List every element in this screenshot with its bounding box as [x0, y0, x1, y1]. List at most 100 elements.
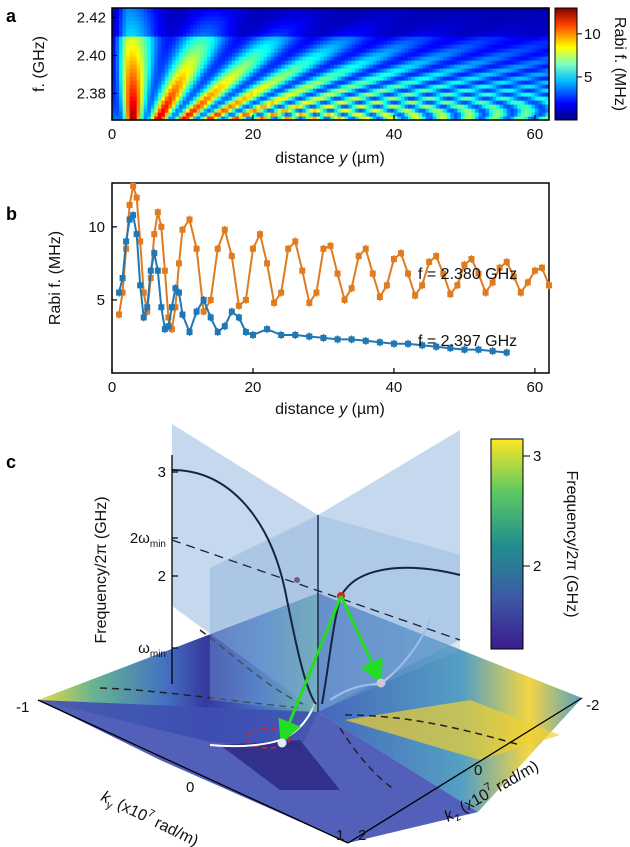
- heatmap-cell: [200, 16, 205, 21]
- heatmap-cell: [337, 28, 342, 33]
- heatmap-cell: [337, 12, 342, 17]
- heatmap-cell: [471, 72, 476, 77]
- heatmap-cell: [457, 24, 462, 29]
- heatmap-cell: [157, 84, 162, 89]
- heatmap-cell: [439, 8, 444, 13]
- heatmap-cell: [365, 20, 370, 25]
- heatmap-cell: [436, 60, 441, 65]
- heatmap-cell: [228, 56, 233, 61]
- heatmap-cell: [203, 80, 208, 85]
- heatmap-cell: [524, 108, 529, 113]
- heatmap-cell: [397, 92, 402, 97]
- heatmap-cell: [460, 84, 466, 89]
- heatmap-cell: [171, 72, 177, 77]
- heatmap-cell: [143, 52, 148, 57]
- heatmap-cell: [224, 44, 229, 49]
- heatmap-cell: [485, 36, 490, 41]
- heatmap-cell: [171, 48, 177, 53]
- heatmap-cell: [541, 40, 547, 45]
- heatmap-cell: [372, 36, 377, 41]
- heatmap-cell: [397, 116, 402, 121]
- heatmap-cell: [189, 52, 194, 57]
- series-point: [221, 226, 228, 233]
- heatmap-cell: [386, 8, 392, 13]
- heatmap-cell: [267, 56, 272, 61]
- heatmap-cell: [122, 48, 127, 53]
- heatmap-cell: [319, 44, 325, 49]
- heatmap-cell: [344, 36, 349, 41]
- heatmap-cell: [443, 116, 448, 121]
- heatmap-cell: [214, 24, 219, 29]
- heatmap-cell: [281, 112, 286, 117]
- heatmap-cell: [510, 116, 515, 121]
- heatmap-cell: [467, 32, 473, 37]
- heatmap-cell: [538, 52, 543, 57]
- heatmap-cell: [330, 16, 335, 21]
- heatmap-cell: [429, 80, 434, 85]
- heatmap-cell: [221, 116, 226, 121]
- heatmap-cell: [288, 68, 293, 73]
- heatmap-cell: [270, 36, 275, 41]
- heatmap-cell: [439, 112, 444, 117]
- heatmap-cell: [478, 60, 483, 65]
- heatmap-cell: [115, 72, 120, 77]
- heatmap-cell: [175, 8, 180, 13]
- heatmap-cell: [429, 40, 434, 45]
- heatmap-cell: [429, 60, 434, 65]
- heatmap-cell: [513, 8, 518, 13]
- heatmap-cell: [471, 44, 476, 49]
- heatmap-cell: [474, 56, 480, 61]
- heatmap-cell: [178, 108, 184, 113]
- heatmap-cell: [305, 76, 310, 81]
- heatmap-cell: [415, 80, 420, 85]
- heatmap-cell: [157, 8, 162, 13]
- heatmap-cell: [193, 12, 198, 17]
- heatmap-cell: [193, 88, 198, 93]
- heatmap-cell: [133, 96, 138, 101]
- heatmap-cell: [260, 20, 265, 25]
- heatmap-cell: [217, 52, 222, 57]
- heatmap-cell: [496, 40, 501, 45]
- heatmap-cell: [524, 112, 529, 117]
- heatmap-cell: [393, 112, 399, 117]
- heatmap-cell: [471, 84, 476, 89]
- heatmap-cell: [467, 92, 473, 97]
- heatmap-cell: [196, 44, 201, 49]
- heatmap-cell: [136, 24, 141, 29]
- heatmap-cell: [249, 8, 254, 13]
- heatmap-cell: [538, 36, 543, 41]
- heatmap-cell: [143, 84, 148, 89]
- heatmap-cell: [231, 16, 236, 21]
- heatmap-cell: [193, 92, 198, 97]
- heatmap-cell: [210, 104, 215, 109]
- heatmap-cell: [319, 100, 325, 105]
- heatmap-cell: [527, 60, 532, 65]
- heatmap-cell: [478, 44, 483, 49]
- line-y-tick-label: 5: [97, 292, 105, 309]
- heatmap-cell: [186, 92, 191, 97]
- heatmap-cell: [178, 12, 184, 17]
- heatmap-cell: [119, 40, 124, 45]
- heatmap-cell: [344, 96, 349, 101]
- heatmap-cell: [221, 96, 226, 101]
- heatmap-cell: [450, 44, 455, 49]
- heatmap-cell: [527, 80, 532, 85]
- heatmap-cell: [129, 48, 134, 53]
- heatmap-cell: [210, 92, 215, 97]
- dispersion-curve-ky: [171, 469, 317, 705]
- heatmap-cell: [214, 52, 219, 57]
- heatmap-cell: [397, 96, 402, 101]
- heatmap-cell: [362, 56, 367, 61]
- heatmap-cell: [376, 72, 381, 77]
- heatmap-cell: [418, 56, 423, 61]
- heatmap-cell: [397, 48, 402, 53]
- heatmap-cell: [358, 68, 363, 73]
- heatmap-cell: [288, 72, 293, 77]
- heatmap-cell: [168, 76, 173, 81]
- heatmap-cell: [464, 12, 469, 17]
- heatmap-cell: [291, 56, 296, 61]
- heatmap-cell: [460, 112, 466, 117]
- heatmap-cell: [200, 32, 205, 37]
- heatmap-cell: [323, 12, 328, 17]
